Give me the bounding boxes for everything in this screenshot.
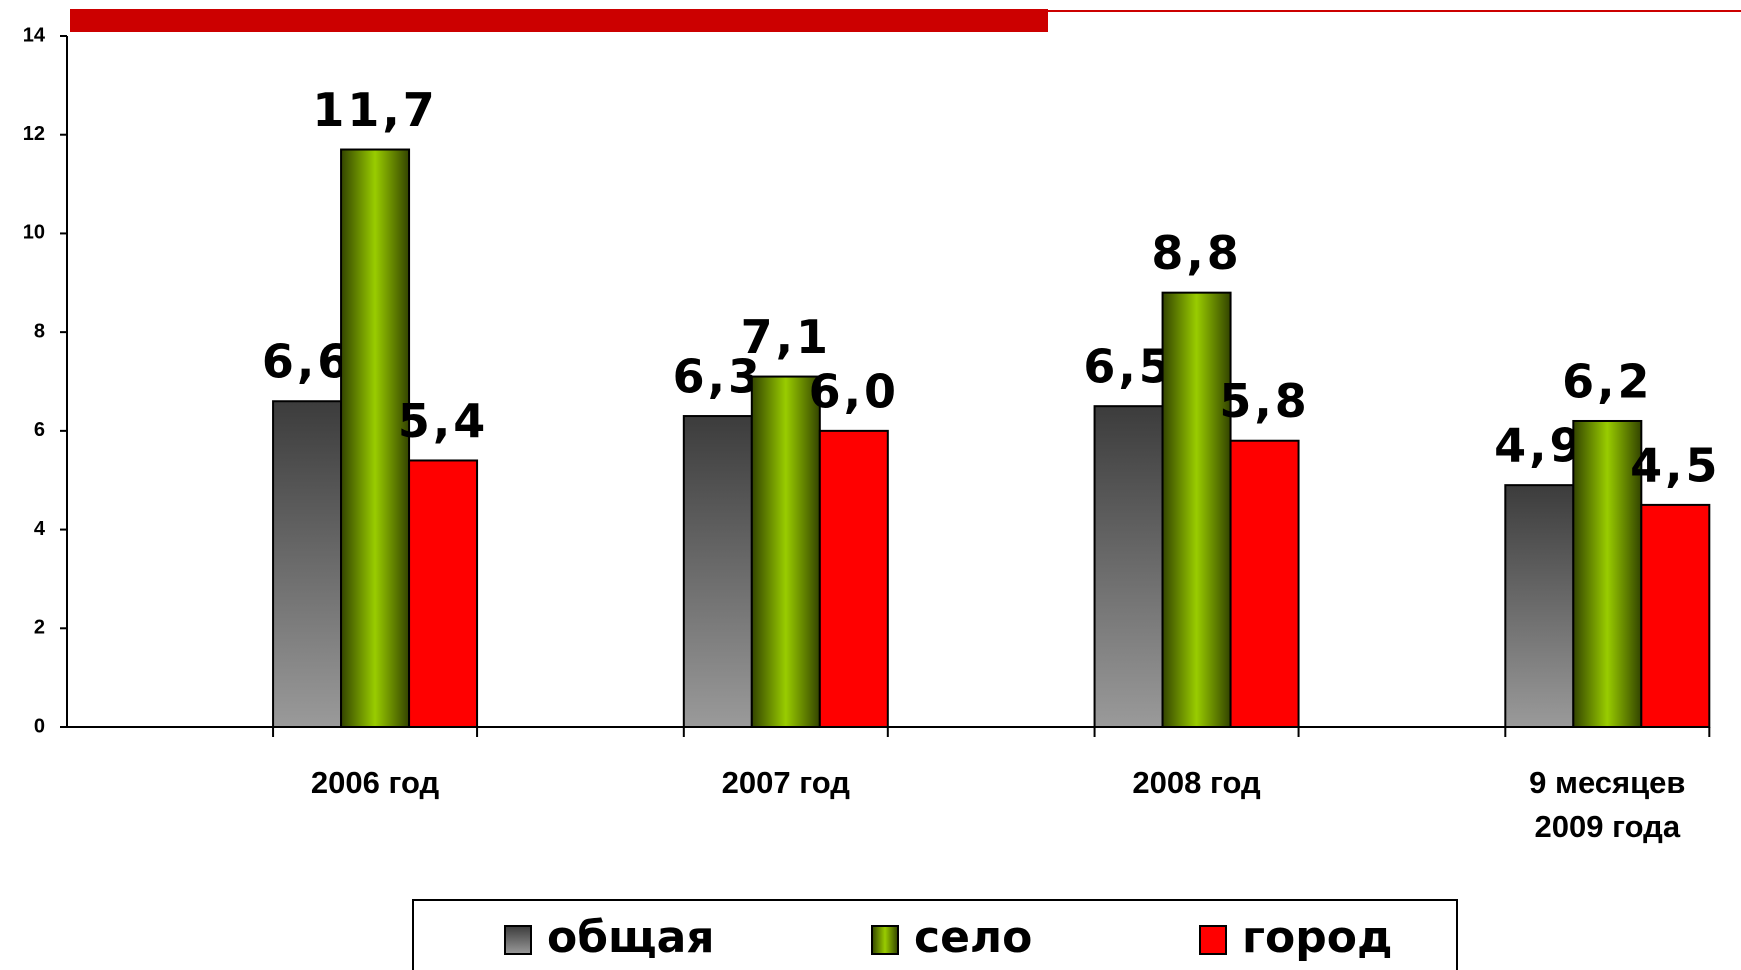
y-tick-label: 14 bbox=[23, 24, 46, 46]
legend-label: село bbox=[914, 912, 1032, 963]
y-tick-label: 0 bbox=[34, 715, 45, 737]
header-bar bbox=[70, 9, 1048, 32]
x-tick-label: 2007 год bbox=[721, 765, 850, 800]
value-label: 7,1 bbox=[741, 310, 832, 364]
value-label: 11,7 bbox=[312, 83, 438, 137]
bar bbox=[1504, 484, 1575, 728]
bar bbox=[1093, 405, 1164, 728]
y-tick-label: 6 bbox=[34, 419, 45, 441]
legend-label: город bbox=[1242, 912, 1392, 963]
value-label: 6,5 bbox=[1083, 340, 1174, 394]
value-label: 6,0 bbox=[809, 364, 900, 418]
legend-swatch bbox=[871, 925, 899, 955]
value-label: 6,6 bbox=[262, 335, 353, 389]
value-label: 6,3 bbox=[673, 350, 764, 404]
legend-box bbox=[412, 899, 1458, 970]
value-label: 4,5 bbox=[1630, 438, 1721, 492]
legend-swatch bbox=[1199, 925, 1227, 955]
x-tick-label: 2008 год bbox=[1132, 765, 1261, 800]
y-tick-label: 2 bbox=[34, 617, 45, 639]
bar bbox=[818, 429, 889, 728]
bar bbox=[1572, 419, 1643, 728]
value-label: 4,9 bbox=[1494, 419, 1585, 473]
x-tick-label: 2006 год bbox=[310, 765, 440, 800]
legend-label: общая bbox=[547, 912, 715, 963]
value-label: 5,8 bbox=[1219, 374, 1310, 428]
bar bbox=[272, 400, 343, 728]
bar bbox=[682, 415, 753, 728]
value-label: 6,2 bbox=[1562, 354, 1653, 408]
y-tick-label: 8 bbox=[34, 320, 45, 342]
value-label: 8,8 bbox=[1151, 226, 1242, 280]
y-tick-label: 12 bbox=[23, 123, 45, 145]
bar bbox=[1161, 291, 1232, 728]
legend-swatch bbox=[504, 925, 532, 955]
bar bbox=[340, 148, 411, 728]
bar bbox=[750, 375, 821, 728]
bar bbox=[1229, 439, 1300, 728]
bar bbox=[408, 459, 479, 728]
bar bbox=[1640, 503, 1711, 728]
y-tick-label: 10 bbox=[23, 222, 45, 244]
value-label: 5,4 bbox=[398, 394, 489, 448]
y-tick-label: 4 bbox=[34, 518, 46, 540]
x-tick-label: 9 месяцев 2009 года bbox=[1529, 765, 1686, 844]
